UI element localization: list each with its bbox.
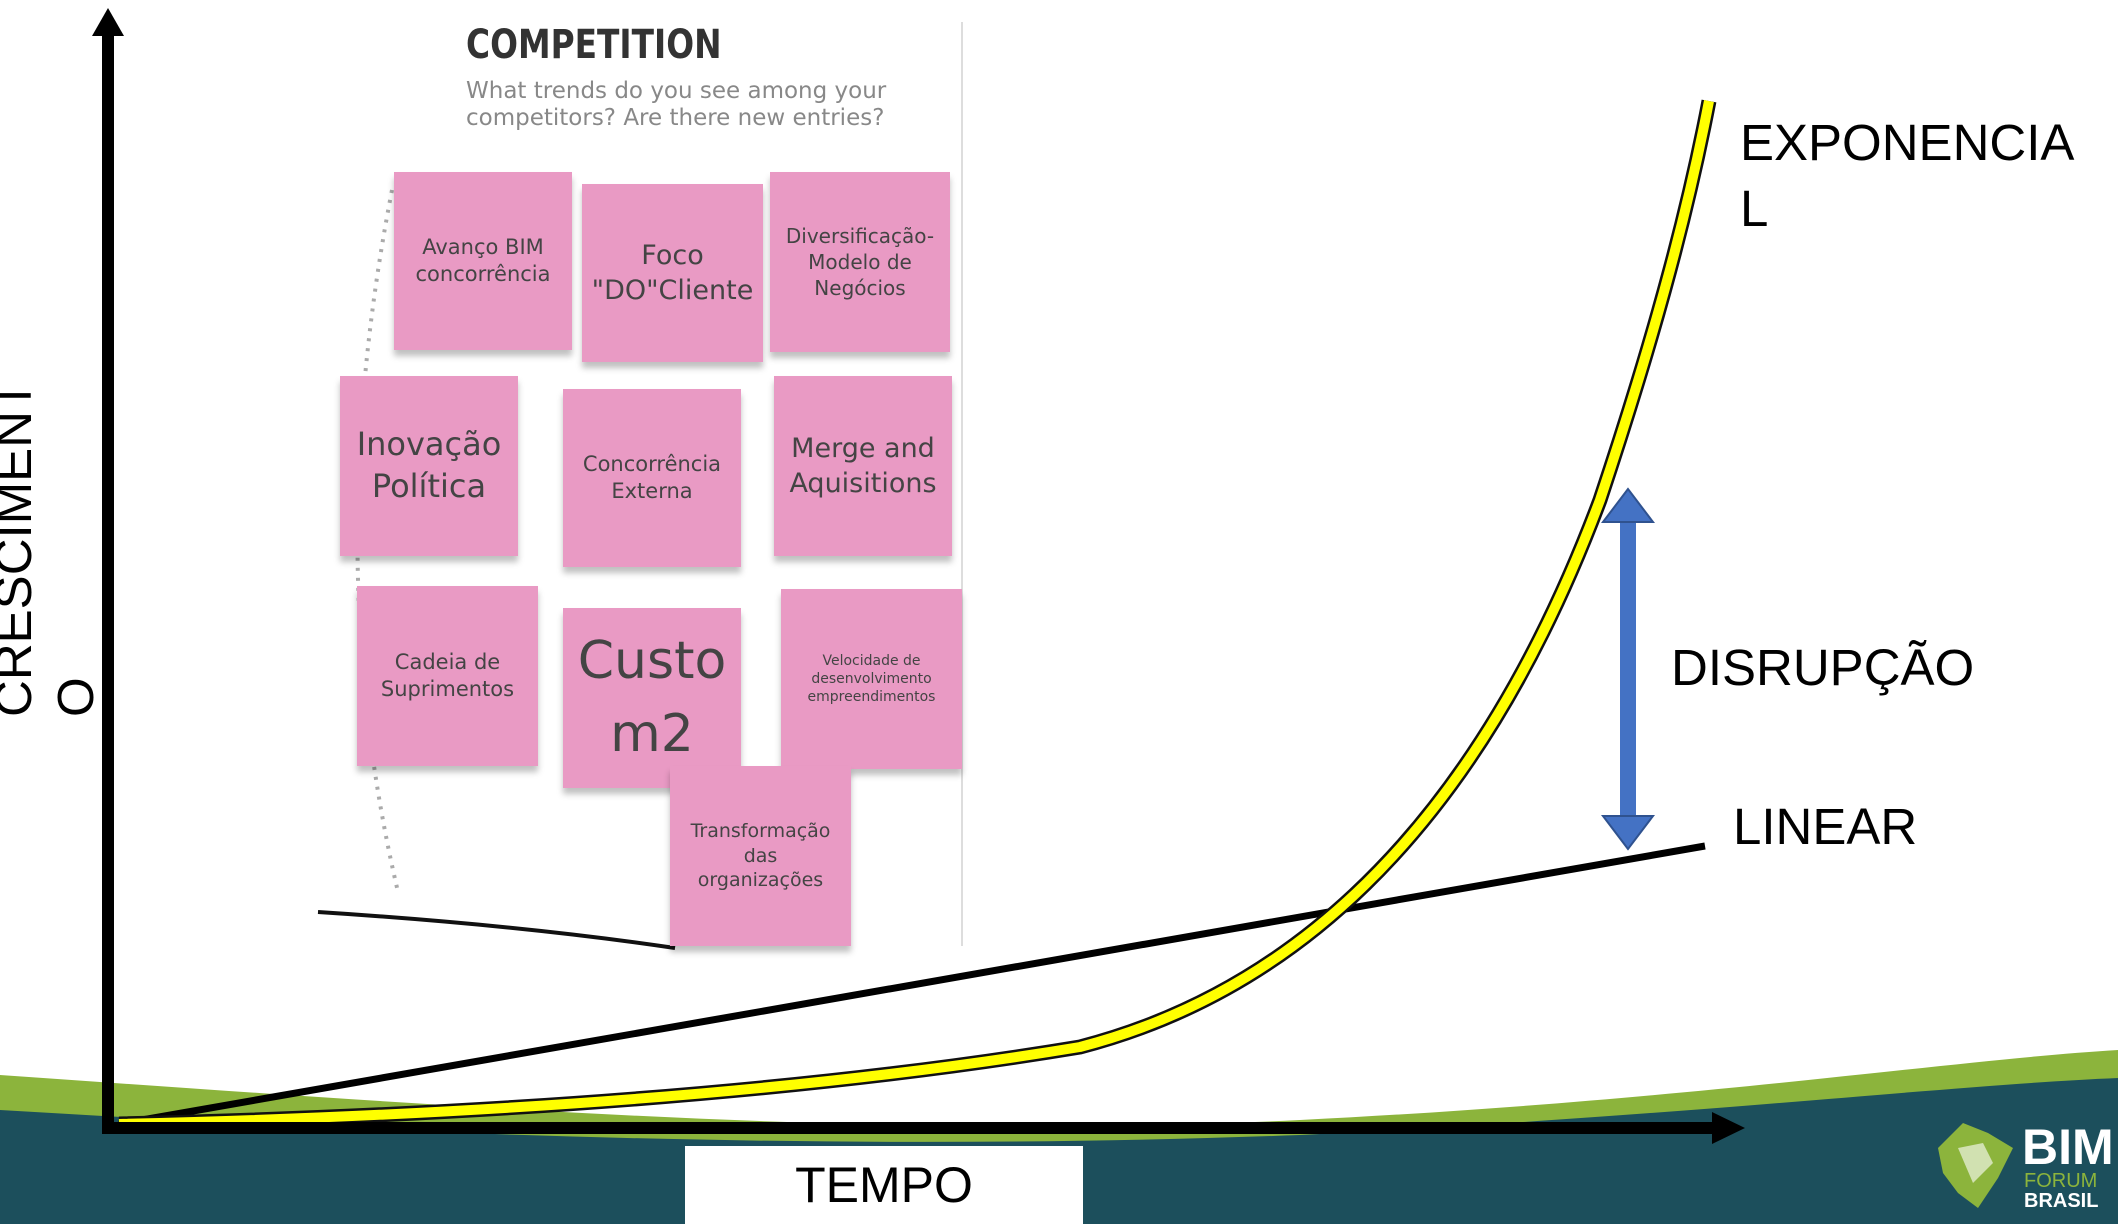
- sticky-note: Cadeia de Suprimentos: [357, 586, 538, 766]
- logo-text: FORUM: [2024, 1170, 2098, 1192]
- disruption-head-up: [1600, 487, 1656, 523]
- disruption-head-down: [1600, 815, 1656, 851]
- y-arrow: [92, 8, 124, 36]
- logo-text: BIM: [2022, 1119, 2114, 1175]
- exponential-label: EXPONENCIAL: [1740, 114, 2075, 237]
- logo-mark: [1938, 1123, 2013, 1208]
- sticky-note: Inovação Política: [340, 376, 518, 556]
- sticky-note: Diversificação-Modelo de Negócios: [770, 172, 950, 352]
- linear-label: LINEAR: [1733, 798, 1918, 855]
- sticky-note: Custo m2: [563, 608, 741, 788]
- x-axis-label: TEMPO: [795, 1157, 973, 1213]
- sticky-note: Avanço BIM concorrência: [394, 172, 572, 350]
- board-subtitle: What trends do you see among your compet…: [466, 78, 887, 131]
- logo-text: BRASIL: [2024, 1190, 2099, 1212]
- y-axis-label: CRESCIMENTO: [0, 379, 104, 717]
- board-curve: [317, 910, 676, 950]
- tempo-box: [685, 1146, 1083, 1224]
- sticky-note: Transformação das organizações: [670, 766, 851, 946]
- disruption-label: DISRUPÇÃO: [1671, 639, 1975, 696]
- sticky-note: Merge and Aquisitions: [774, 376, 952, 556]
- logo-shape: [1958, 1143, 1993, 1183]
- linear-line: [118, 842, 1706, 1128]
- exp-curve: [118, 100, 1714, 1129]
- sticky-note: Concorrência Externa: [563, 389, 741, 567]
- board-title: COMPETITION: [466, 22, 722, 68]
- x-arrow: [1712, 1112, 1745, 1144]
- sticky-note: Velocidade de desenvolvimento empreendim…: [781, 589, 962, 769]
- sticky-note: Foco "DO"Cliente: [582, 184, 763, 362]
